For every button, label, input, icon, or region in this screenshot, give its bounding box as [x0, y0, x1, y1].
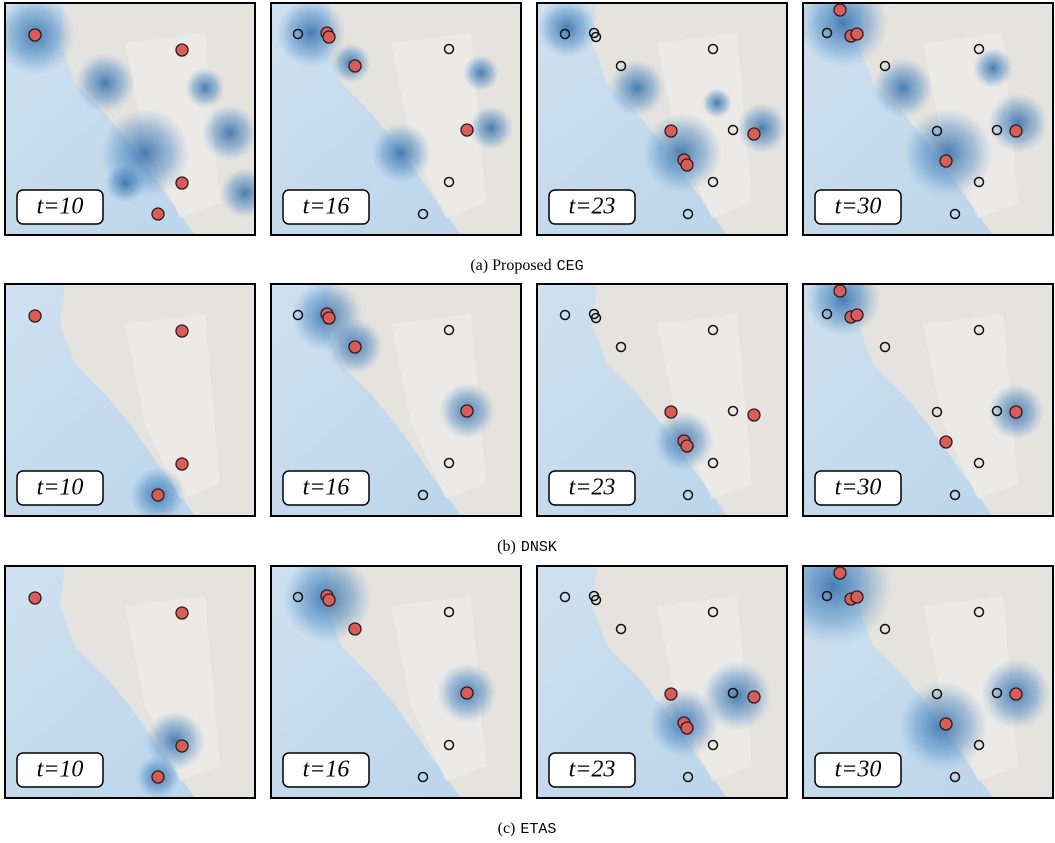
event [834, 567, 846, 579]
event [176, 325, 188, 337]
event [748, 409, 760, 421]
time-label: t=23 [569, 757, 616, 783]
caption-prefix: (a) Proposed [470, 257, 551, 274]
map-panel: t=10 [0, 0, 270, 235]
intensity-blob [202, 105, 258, 161]
event [461, 405, 473, 417]
event [665, 125, 677, 137]
event [940, 436, 952, 448]
intensity-blob [185, 68, 225, 108]
time-label: t=23 [569, 194, 616, 220]
event [834, 4, 846, 16]
event [681, 159, 693, 171]
intensity-blob [463, 55, 499, 91]
figure: t=10 t=16 t=23 t=30 (a) Proposed CEG t=10 t=16 t… [0, 0, 1055, 843]
intensity-blob [537, 0, 597, 58]
event [851, 591, 863, 603]
event [349, 60, 361, 72]
map-panel: t=23 [537, 0, 787, 235]
event [323, 31, 335, 43]
intensity-blob [805, 261, 881, 337]
map-panel: t=10 [5, 566, 255, 799]
time-label: t=30 [835, 194, 882, 220]
event [176, 44, 188, 56]
intensity-blob [145, 711, 205, 771]
caption-prefix: (c) [498, 820, 516, 837]
event [176, 177, 188, 189]
time-label: t=10 [37, 475, 84, 501]
map-panel: t=16 [271, 280, 521, 516]
map-panel: t=16 [271, 0, 521, 235]
intensity-blob [773, 526, 893, 646]
event [461, 687, 473, 699]
intensity-blob [75, 53, 135, 113]
event [349, 623, 361, 635]
event [748, 691, 760, 703]
time-label: t=30 [835, 475, 882, 501]
event [323, 594, 335, 606]
map-panel: t=10 [5, 284, 255, 523]
map-panel: t=30 [773, 526, 1053, 798]
event [461, 124, 473, 136]
event [323, 312, 335, 324]
caption: (a) Proposed CEG [470, 257, 583, 275]
time-label: t=16 [303, 194, 350, 220]
event [834, 285, 846, 297]
caption: (b) DNSK [497, 538, 557, 556]
map-panel: t=23 [537, 284, 787, 516]
intensity-blob [873, 58, 933, 118]
event [176, 458, 188, 470]
event [176, 740, 188, 752]
event [681, 722, 693, 734]
event [665, 688, 677, 700]
map-panel: t=30 [803, 261, 1053, 516]
event [152, 771, 164, 783]
time-label: t=30 [835, 757, 882, 783]
intensity-blob [988, 93, 1048, 153]
event [851, 28, 863, 40]
intensity-blob [371, 123, 431, 183]
event [748, 128, 760, 140]
event [940, 155, 952, 167]
event [1010, 688, 1022, 700]
intensity-blob [903, 108, 993, 198]
caption-method: CEG [557, 258, 584, 275]
intensity-blob [702, 88, 732, 118]
time-label: t=10 [37, 757, 84, 783]
map-panel: t=16 [271, 553, 521, 798]
event [152, 208, 164, 220]
map-panel: t=23 [537, 566, 787, 798]
event [29, 310, 41, 322]
event [349, 341, 361, 353]
event [29, 592, 41, 604]
intensity-blob [220, 168, 270, 218]
time-label: t=23 [569, 475, 616, 501]
event [681, 440, 693, 452]
event [1010, 406, 1022, 418]
event [152, 489, 164, 501]
caption-method: DNSK [521, 539, 557, 556]
event [1010, 125, 1022, 137]
event [29, 29, 41, 41]
time-label: t=10 [37, 194, 84, 220]
time-label: t=16 [303, 475, 350, 501]
caption-prefix: (b) [497, 538, 516, 555]
time-label: t=16 [303, 757, 350, 783]
caption: (c)ETAS [498, 820, 557, 838]
event [665, 406, 677, 418]
event [176, 607, 188, 619]
intensity-blob [469, 106, 513, 150]
intensity-blob [737, 103, 787, 153]
event [940, 718, 952, 730]
intensity-blob [105, 163, 145, 203]
caption-method: ETAS [520, 821, 556, 838]
intensity-blob [642, 113, 722, 193]
map-panel: t=30 [798, 0, 1053, 235]
event [851, 309, 863, 321]
